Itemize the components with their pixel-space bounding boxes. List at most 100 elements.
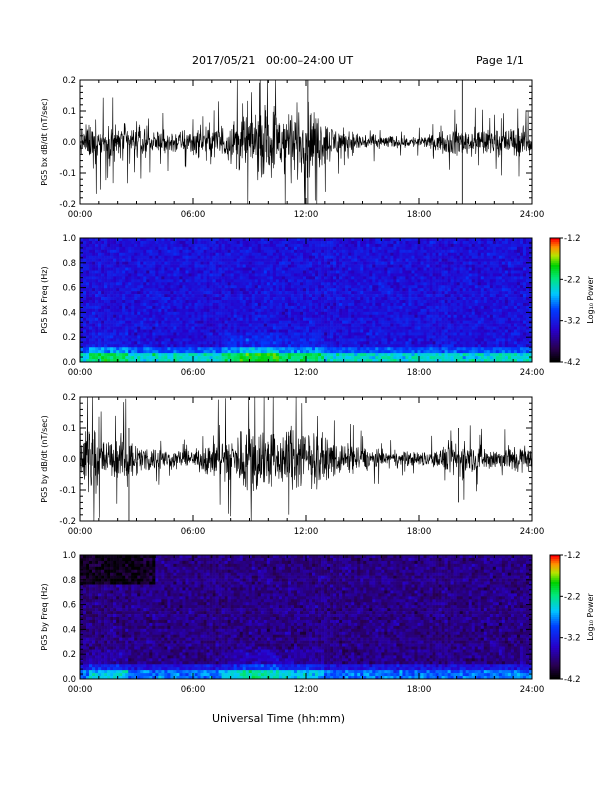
spectrogram-cell: [83, 297, 87, 301]
spectrogram-cell: [366, 341, 370, 345]
spectrogram-cell: [149, 347, 153, 351]
spectrogram-cell: [149, 252, 153, 257]
spectrogram-cell: [321, 305, 325, 310]
spectrogram-cell: [200, 276, 204, 280]
spectrogram-cell: [363, 240, 367, 245]
spectrogram-cell: [248, 238, 253, 242]
spectrogram-cell: [80, 252, 84, 257]
spectrogram-cell: [89, 317, 93, 321]
spectrogram-cell: [197, 323, 201, 327]
spectrogram-cell: [330, 246, 334, 251]
spectrogram-cell: [408, 264, 412, 268]
spectrogram-cell: [302, 359, 307, 363]
spectrogram-cell: [275, 279, 280, 283]
spectrogram-cell: [254, 282, 259, 286]
spectrogram-cell: [339, 238, 343, 242]
spectrogram-cell: [149, 317, 153, 321]
spectrogram-cell: [182, 246, 186, 251]
spectrogram-cell: [83, 308, 87, 313]
spectrogram-cell: [248, 326, 253, 330]
spectrogram-cell: [330, 317, 334, 321]
spectrogram-cell: [315, 282, 319, 286]
spectrogram-cell: [299, 317, 304, 321]
spectrogram-cell: [125, 302, 129, 307]
spectrogram-cell: [233, 276, 237, 280]
spectrogram-cell: [327, 258, 331, 262]
spectrogram-cell: [152, 243, 156, 248]
spectrogram-cell: [354, 356, 358, 360]
spectrogram-cell: [342, 329, 346, 333]
spectrogram-cell: [333, 341, 337, 345]
spectrogram-cell: [348, 317, 352, 321]
spectrogram-cell: [360, 258, 364, 262]
spectrogram-cell: [191, 305, 195, 310]
spectrogram-cell: [299, 246, 304, 251]
spectrogram-cell: [375, 305, 379, 310]
spectrogram-cell: [158, 344, 162, 348]
spectrogram-cell: [197, 282, 201, 286]
spectrogram-cell: [188, 314, 192, 319]
spectrogram-cell: [260, 240, 265, 245]
spectrogram-cell: [80, 255, 84, 259]
spectrogram-cell: [185, 353, 189, 357]
spectrogram-cell: [299, 282, 304, 286]
spectrogram-cell: [351, 338, 355, 342]
spectrogram-cell: [206, 314, 210, 319]
spectrogram-cell: [263, 308, 268, 313]
spectrogram-cell: [296, 276, 301, 280]
spectrogram-cell: [209, 246, 213, 251]
spectrogram-cell: [257, 350, 262, 354]
spectrogram-cell: [179, 252, 183, 257]
spectrogram-cell: [122, 305, 126, 310]
spectrogram-cell: [149, 264, 153, 268]
spectrogram-cell: [257, 297, 262, 301]
spectrogram-cell: [269, 297, 274, 301]
spectrogram-cell: [158, 350, 162, 354]
spectrogram-cell: [366, 246, 370, 251]
spectrogram-cell: [293, 332, 298, 336]
spectrogram-cell: [342, 323, 346, 327]
spectrogram-cell: [140, 329, 144, 333]
spectrogram-cell: [227, 276, 231, 280]
spectrogram-cell: [173, 294, 177, 298]
spectrogram-cell: [92, 326, 96, 330]
spectrogram-cell: [110, 344, 114, 348]
spectrogram-cell: [375, 323, 379, 327]
spectrogram-cell: [302, 341, 307, 345]
spectrogram-cell: [185, 267, 189, 271]
spectrogram-cell: [116, 320, 120, 324]
spectrogram-cell: [402, 273, 406, 277]
spectrogram-cell: [417, 276, 421, 280]
spectrogram-cell: [306, 291, 310, 295]
spectrogram-cell: [321, 341, 325, 345]
spectrogram-cell: [149, 279, 153, 283]
spectrogram-cell: [155, 258, 159, 262]
spectrogram-cell: [375, 252, 379, 257]
spectrogram-cell: [212, 329, 216, 333]
spectrogram-cell: [149, 238, 153, 242]
spectrogram-cell: [173, 258, 177, 262]
spectrogram-cell: [327, 335, 331, 339]
spectrogram-cell: [89, 273, 93, 277]
spectrogram-cell: [203, 344, 207, 348]
spectrogram-cell: [393, 347, 397, 351]
spectrogram-cell: [420, 314, 424, 319]
spectrogram-cell: [348, 243, 352, 248]
spectrogram-cell: [293, 276, 298, 280]
spectrogram-cell: [137, 291, 141, 295]
spectrogram-cell: [281, 353, 286, 357]
spectrogram-cell: [185, 302, 189, 307]
spectrogram-cell: [95, 261, 99, 265]
spectrogram-cell: [269, 246, 274, 251]
spectrogram-cell: [158, 261, 162, 265]
spectrogram-cell: [113, 350, 117, 354]
spectrogram-cell: [363, 238, 367, 242]
spectrogram-cell: [275, 300, 280, 304]
spectrogram-cell: [312, 338, 316, 342]
spectrogram-cell: [128, 297, 132, 301]
spectrogram-cell: [263, 297, 268, 301]
spectrogram-cell: [152, 258, 156, 262]
spectrogram-cell: [284, 261, 289, 265]
spectrogram-cell: [161, 314, 165, 319]
spectrogram-cell: [194, 264, 198, 268]
